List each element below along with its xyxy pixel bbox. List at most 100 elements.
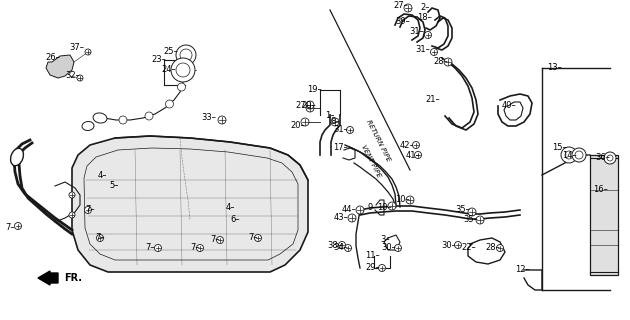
Polygon shape — [46, 55, 74, 78]
Text: 27–: 27– — [295, 100, 310, 109]
Circle shape — [388, 202, 396, 210]
Text: 11–: 11– — [365, 252, 380, 260]
Circle shape — [338, 242, 345, 249]
Text: 35–: 35– — [455, 205, 470, 214]
Text: 1–: 1– — [326, 110, 335, 119]
Circle shape — [218, 116, 226, 124]
Circle shape — [604, 152, 616, 164]
Circle shape — [575, 151, 583, 159]
Circle shape — [468, 208, 476, 216]
Circle shape — [345, 244, 352, 252]
Text: 43–: 43– — [333, 213, 348, 222]
Ellipse shape — [82, 122, 94, 131]
Circle shape — [171, 58, 195, 82]
Text: 19–: 19– — [307, 85, 322, 94]
Text: 34–: 34– — [333, 244, 348, 252]
Text: 2–: 2– — [420, 4, 430, 12]
Text: 30–: 30– — [381, 244, 396, 252]
Circle shape — [69, 212, 75, 218]
Circle shape — [176, 63, 190, 77]
Text: 16–: 16– — [593, 186, 608, 195]
Text: 35–: 35– — [463, 215, 478, 225]
Circle shape — [454, 242, 462, 249]
Circle shape — [77, 75, 83, 81]
Circle shape — [394, 244, 401, 252]
Circle shape — [217, 236, 224, 244]
Text: 5–: 5– — [110, 180, 119, 189]
Text: 7–: 7– — [6, 223, 15, 233]
Text: 25–: 25– — [163, 47, 178, 57]
Circle shape — [406, 196, 414, 204]
Circle shape — [14, 222, 21, 229]
Text: 23–: 23– — [151, 55, 166, 65]
Text: 28–: 28– — [433, 58, 448, 67]
Circle shape — [306, 101, 314, 109]
Text: 22–: 22– — [461, 244, 476, 252]
Text: FR.: FR. — [64, 273, 82, 283]
Circle shape — [561, 147, 577, 163]
Circle shape — [255, 235, 261, 242]
Circle shape — [572, 148, 586, 162]
Text: 28–: 28– — [485, 244, 500, 252]
Text: 29–: 29– — [365, 263, 380, 273]
Text: 26–: 26– — [45, 53, 60, 62]
Circle shape — [96, 235, 103, 242]
Circle shape — [356, 206, 364, 214]
Text: 42–: 42– — [399, 140, 414, 149]
Circle shape — [197, 244, 203, 252]
Text: 33–: 33– — [201, 114, 216, 123]
Circle shape — [413, 141, 420, 148]
Text: 41–: 41– — [405, 150, 420, 159]
FancyArrow shape — [38, 271, 58, 285]
Text: 7–: 7– — [190, 244, 200, 252]
Polygon shape — [72, 136, 308, 272]
Circle shape — [565, 151, 573, 159]
Text: 3–: 3– — [381, 236, 390, 244]
Circle shape — [166, 100, 173, 108]
Text: 27–: 27– — [393, 1, 408, 10]
Text: 13–: 13– — [547, 63, 562, 73]
Circle shape — [306, 104, 314, 112]
Ellipse shape — [93, 113, 107, 123]
Text: 14–: 14– — [562, 150, 577, 159]
Text: 18–: 18– — [417, 13, 432, 22]
Circle shape — [301, 118, 309, 126]
Text: 39–: 39– — [395, 18, 410, 27]
Text: 36–: 36– — [595, 154, 610, 163]
Text: 4–: 4– — [226, 204, 235, 212]
Text: 17–: 17– — [333, 143, 348, 153]
Text: VENT PIPE: VENT PIPE — [360, 143, 382, 178]
Text: 44–: 44– — [341, 205, 356, 214]
Text: 40–: 40– — [501, 100, 516, 109]
Circle shape — [430, 49, 437, 55]
Text: 10–: 10– — [377, 204, 392, 212]
Text: 20–: 20– — [290, 121, 305, 130]
Text: 7–: 7– — [95, 234, 105, 243]
Circle shape — [404, 4, 412, 12]
Circle shape — [379, 265, 386, 271]
Text: 7–: 7– — [248, 234, 258, 243]
Text: 7–: 7– — [210, 236, 220, 244]
Text: 38–: 38– — [327, 241, 342, 250]
Ellipse shape — [11, 148, 23, 166]
Circle shape — [348, 214, 356, 222]
Circle shape — [346, 126, 353, 133]
Text: RETURN PIPE: RETURN PIPE — [365, 118, 391, 162]
Text: 30–: 30– — [441, 241, 456, 250]
Text: 7–: 7– — [86, 205, 95, 214]
Text: 31–: 31– — [409, 28, 424, 36]
Text: 10–: 10– — [395, 196, 410, 204]
Circle shape — [84, 206, 91, 213]
Circle shape — [331, 118, 339, 126]
Circle shape — [178, 83, 185, 91]
Text: 32–: 32– — [65, 70, 80, 79]
Text: 4–: 4– — [98, 171, 107, 180]
Circle shape — [496, 244, 503, 252]
Text: 8–: 8– — [330, 117, 340, 126]
Circle shape — [607, 155, 613, 161]
Circle shape — [176, 45, 196, 65]
Circle shape — [69, 192, 75, 198]
Circle shape — [444, 58, 452, 66]
Circle shape — [85, 49, 91, 55]
Circle shape — [180, 49, 192, 61]
